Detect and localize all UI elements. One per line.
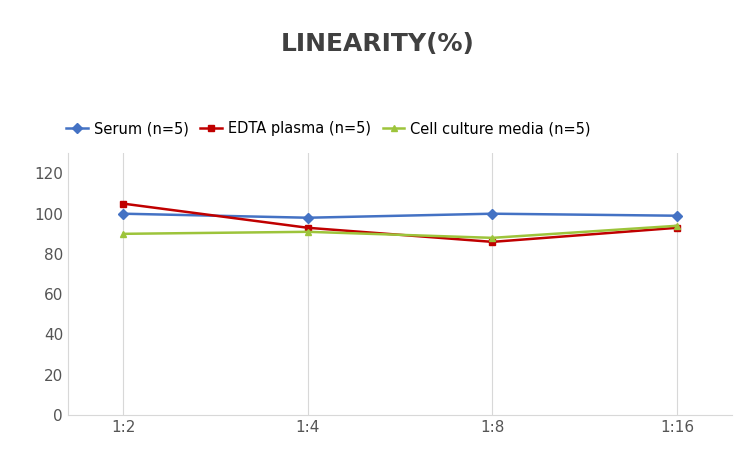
EDTA plasma (n=5) <box>304 225 313 230</box>
Serum (n=5) <box>119 211 128 216</box>
Cell culture media (n=5) <box>119 231 128 236</box>
Line: Serum (n=5): Serum (n=5) <box>120 210 680 221</box>
Text: LINEARITY(%): LINEARITY(%) <box>281 32 474 55</box>
Legend: Serum (n=5), EDTA plasma (n=5), Cell culture media (n=5): Serum (n=5), EDTA plasma (n=5), Cell cul… <box>60 115 596 142</box>
Serum (n=5) <box>304 215 313 221</box>
EDTA plasma (n=5) <box>673 225 682 230</box>
Line: Cell culture media (n=5): Cell culture media (n=5) <box>120 222 680 241</box>
Serum (n=5) <box>488 211 497 216</box>
Serum (n=5) <box>673 213 682 218</box>
Cell culture media (n=5) <box>673 223 682 229</box>
Cell culture media (n=5) <box>304 229 313 235</box>
Cell culture media (n=5) <box>488 235 497 240</box>
EDTA plasma (n=5) <box>119 201 128 207</box>
EDTA plasma (n=5) <box>488 239 497 244</box>
Line: EDTA plasma (n=5): EDTA plasma (n=5) <box>120 200 680 245</box>
